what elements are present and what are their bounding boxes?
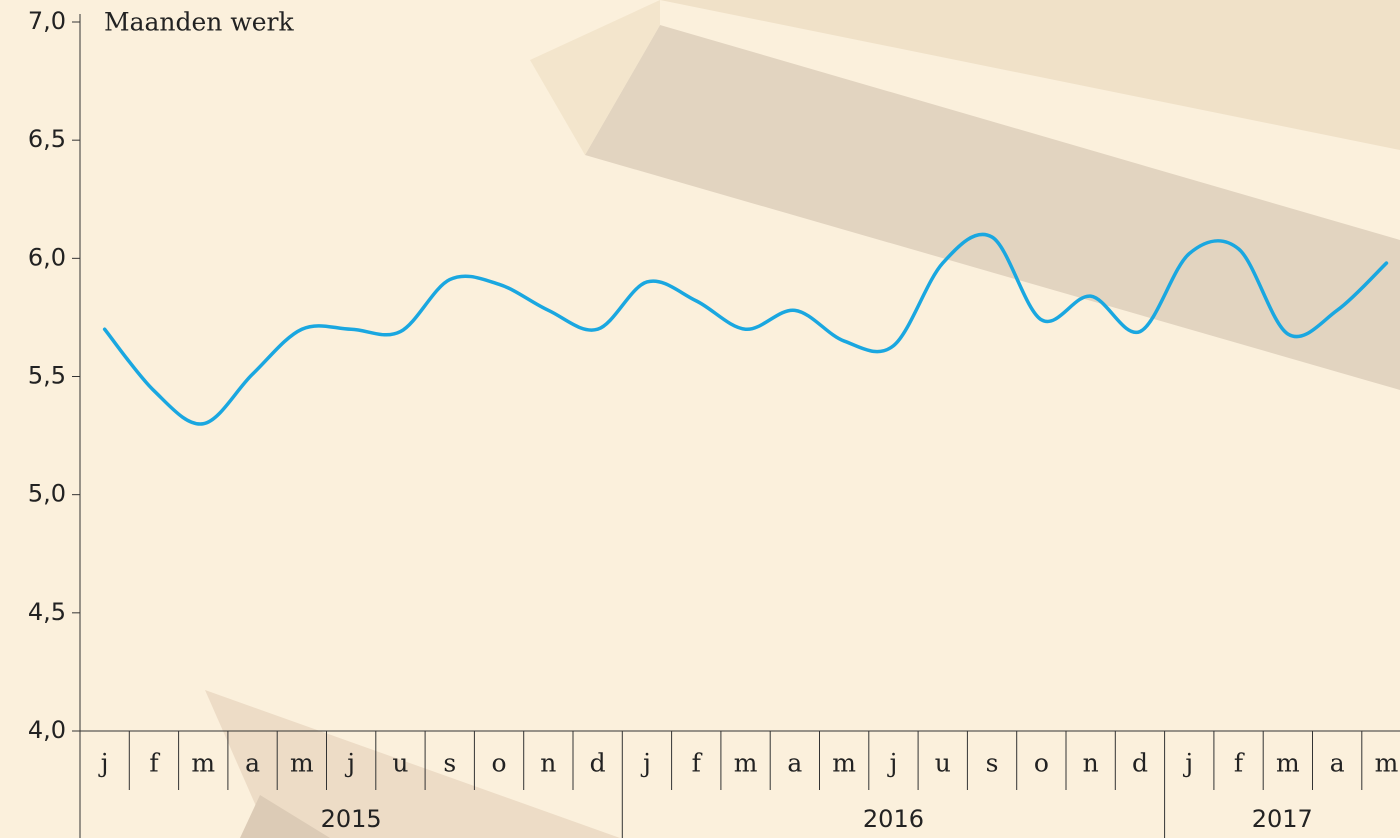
y-tick-label: 5,5 — [28, 362, 66, 390]
x-tick-label: s — [443, 749, 456, 778]
x-tick-label: n — [540, 749, 556, 778]
y-tick-label: 6,0 — [28, 243, 66, 271]
y-tick-label: 4,5 — [28, 598, 66, 626]
x-tick-label: j — [640, 749, 651, 778]
background-decoration — [205, 0, 1400, 838]
y-tick-label: 7,0 — [28, 7, 66, 35]
x-tick-label: a — [1330, 749, 1345, 778]
x-tick-label: d — [590, 749, 606, 778]
x-tick-label: d — [1132, 749, 1148, 778]
x-tick-label: s — [986, 749, 999, 778]
x-tick-label: n — [1083, 749, 1099, 778]
x-tick-label: m — [734, 749, 758, 778]
x-tick-label: f — [149, 749, 160, 778]
year-label: 2015 — [321, 805, 382, 833]
x-tick-label: u — [392, 749, 408, 778]
y-tick-label: 4,0 — [28, 716, 66, 744]
year-label: 2016 — [863, 805, 924, 833]
x-tick-label: m — [191, 749, 215, 778]
chart: Maanden werk 4,04,55,05,56,06,57,0jfmamj… — [0, 0, 1400, 838]
x-tick-label: j — [98, 749, 109, 778]
chart-title: Maanden werk — [104, 8, 294, 37]
x-tick-label: m — [1276, 749, 1300, 778]
y-tick-label: 6,5 — [28, 125, 66, 153]
x-tick-label: o — [1034, 749, 1049, 778]
x-tick-label: a — [245, 749, 260, 778]
x-tick-label: m — [290, 749, 314, 778]
x-tick-label: u — [935, 749, 951, 778]
x-tick-label: m — [1375, 749, 1399, 778]
x-tick-label: j — [1182, 749, 1193, 778]
year-label: 2017 — [1252, 805, 1313, 833]
x-tick-label: f — [692, 749, 703, 778]
x-tick-label: j — [887, 749, 898, 778]
y-tick-label: 5,0 — [28, 480, 66, 508]
x-tick-label: o — [492, 749, 507, 778]
x-tick-label: a — [787, 749, 802, 778]
x-tick-label: m — [832, 749, 856, 778]
page: {"chart_data": {"type": "line", "title":… — [0, 0, 1400, 838]
x-tick-label: f — [1234, 749, 1245, 778]
